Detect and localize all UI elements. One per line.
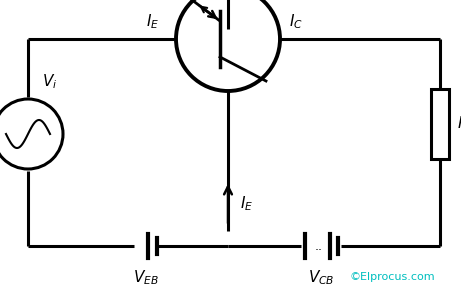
Text: $I_E$: $I_E$ xyxy=(240,195,253,213)
Text: ©Elprocus.com: ©Elprocus.com xyxy=(349,272,435,282)
Text: $R_L$: $R_L$ xyxy=(457,115,461,133)
Text: $I_E$: $I_E$ xyxy=(147,12,160,31)
Text: $V_{CB}$: $V_{CB}$ xyxy=(308,268,334,287)
Text: $V_i$: $V_i$ xyxy=(42,72,57,91)
Text: $I_C$: $I_C$ xyxy=(289,12,303,31)
Text: ..: .. xyxy=(315,240,323,253)
Bar xyxy=(431,89,449,159)
Text: $V_{EB}$: $V_{EB}$ xyxy=(133,268,159,287)
